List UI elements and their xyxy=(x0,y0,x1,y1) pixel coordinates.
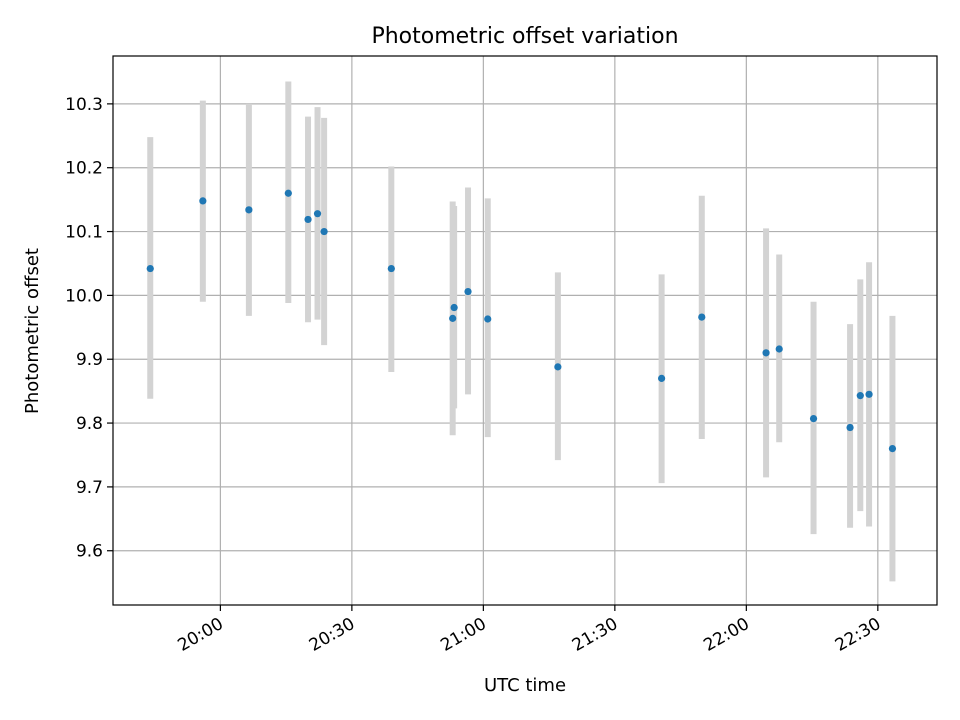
y-tick-label: 10.1 xyxy=(65,223,103,243)
data-points xyxy=(146,189,897,453)
x-axis-label: UTC time xyxy=(484,675,566,696)
plot-frame xyxy=(112,55,938,606)
data-point xyxy=(320,227,328,236)
y-tick-label: 9.6 xyxy=(76,542,103,562)
y-axis-label: Photometric offset xyxy=(22,248,43,414)
data-point xyxy=(464,287,472,296)
data-point xyxy=(846,423,854,432)
data-point xyxy=(484,315,492,323)
data-point xyxy=(450,303,458,312)
y-axis: 9.6 9.7 9.8 9.9 10.0 10.1 10.2 10.3 xyxy=(65,95,113,562)
data-point xyxy=(888,444,897,453)
data-point xyxy=(809,414,818,423)
data-point xyxy=(775,345,783,353)
data-point xyxy=(554,363,562,371)
data-point xyxy=(658,374,666,382)
data-point xyxy=(146,264,154,273)
data-point xyxy=(387,264,395,273)
y-tick-label: 10.2 xyxy=(65,159,103,179)
data-point xyxy=(762,349,770,357)
data-point xyxy=(698,313,706,321)
data-point xyxy=(304,215,312,224)
y-tick-label: 10.3 xyxy=(65,95,103,115)
y-tick-label: 9.7 xyxy=(76,478,103,498)
data-point xyxy=(313,210,322,218)
data-point xyxy=(856,392,864,400)
data-point xyxy=(284,189,292,197)
data-point xyxy=(245,206,253,214)
grid xyxy=(113,56,937,605)
y-tick-label: 10.0 xyxy=(65,286,103,306)
data-point xyxy=(199,197,207,205)
y-tick-label: 9.8 xyxy=(76,414,103,434)
data-point xyxy=(449,314,457,322)
chart-title: Photometric offset variation xyxy=(371,24,678,49)
data-point xyxy=(865,390,873,398)
y-tick-label: 9.9 xyxy=(76,350,103,370)
